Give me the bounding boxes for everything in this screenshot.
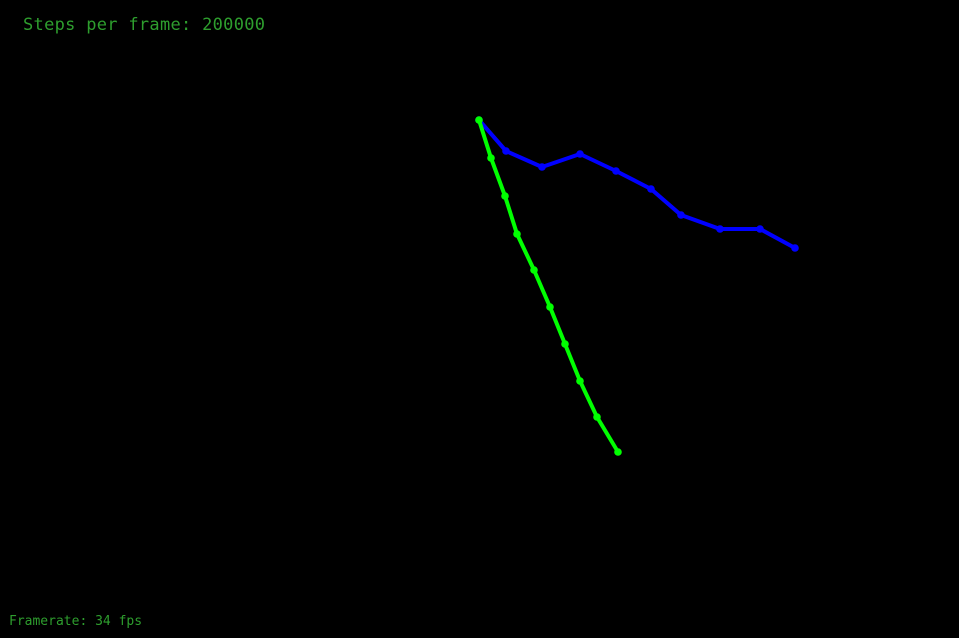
- blue-chain-joint-7: [716, 225, 724, 233]
- chains-layer: [475, 116, 799, 456]
- green-chain-joint-1: [487, 154, 495, 162]
- green-chain-joint-2: [501, 192, 509, 200]
- green-chain-joint-0: [475, 116, 483, 124]
- green-chain-joint-9: [614, 448, 622, 456]
- green-chain-joint-6: [561, 340, 569, 348]
- blue-chain-segments: [477, 118, 797, 250]
- blue-chain-joint-8: [756, 225, 764, 233]
- green-chain-joint-3: [513, 230, 521, 238]
- blue-chain-joint-6: [677, 211, 685, 219]
- steps-per-frame-label: Steps per frame: 200000: [23, 15, 266, 35]
- framerate-label: Framerate: 34 fps: [9, 614, 143, 629]
- blue-chain-joint-3: [576, 150, 584, 158]
- green-chain-joint-8: [593, 413, 601, 421]
- blue-chain: [475, 116, 799, 252]
- blue-chain-joint-2: [538, 163, 546, 171]
- green-chain-joint-5: [546, 303, 554, 311]
- blue-chain-joint-4: [612, 167, 620, 175]
- green-chain-joint-4: [530, 266, 538, 274]
- green-chain: [475, 116, 622, 456]
- green-chain-joint-7: [576, 377, 584, 385]
- blue-chain-joint-1: [502, 147, 510, 155]
- blue-chain-joint-9: [791, 244, 799, 252]
- green-chain-segments: [477, 118, 620, 454]
- blue-chain-joint-5: [647, 185, 655, 193]
